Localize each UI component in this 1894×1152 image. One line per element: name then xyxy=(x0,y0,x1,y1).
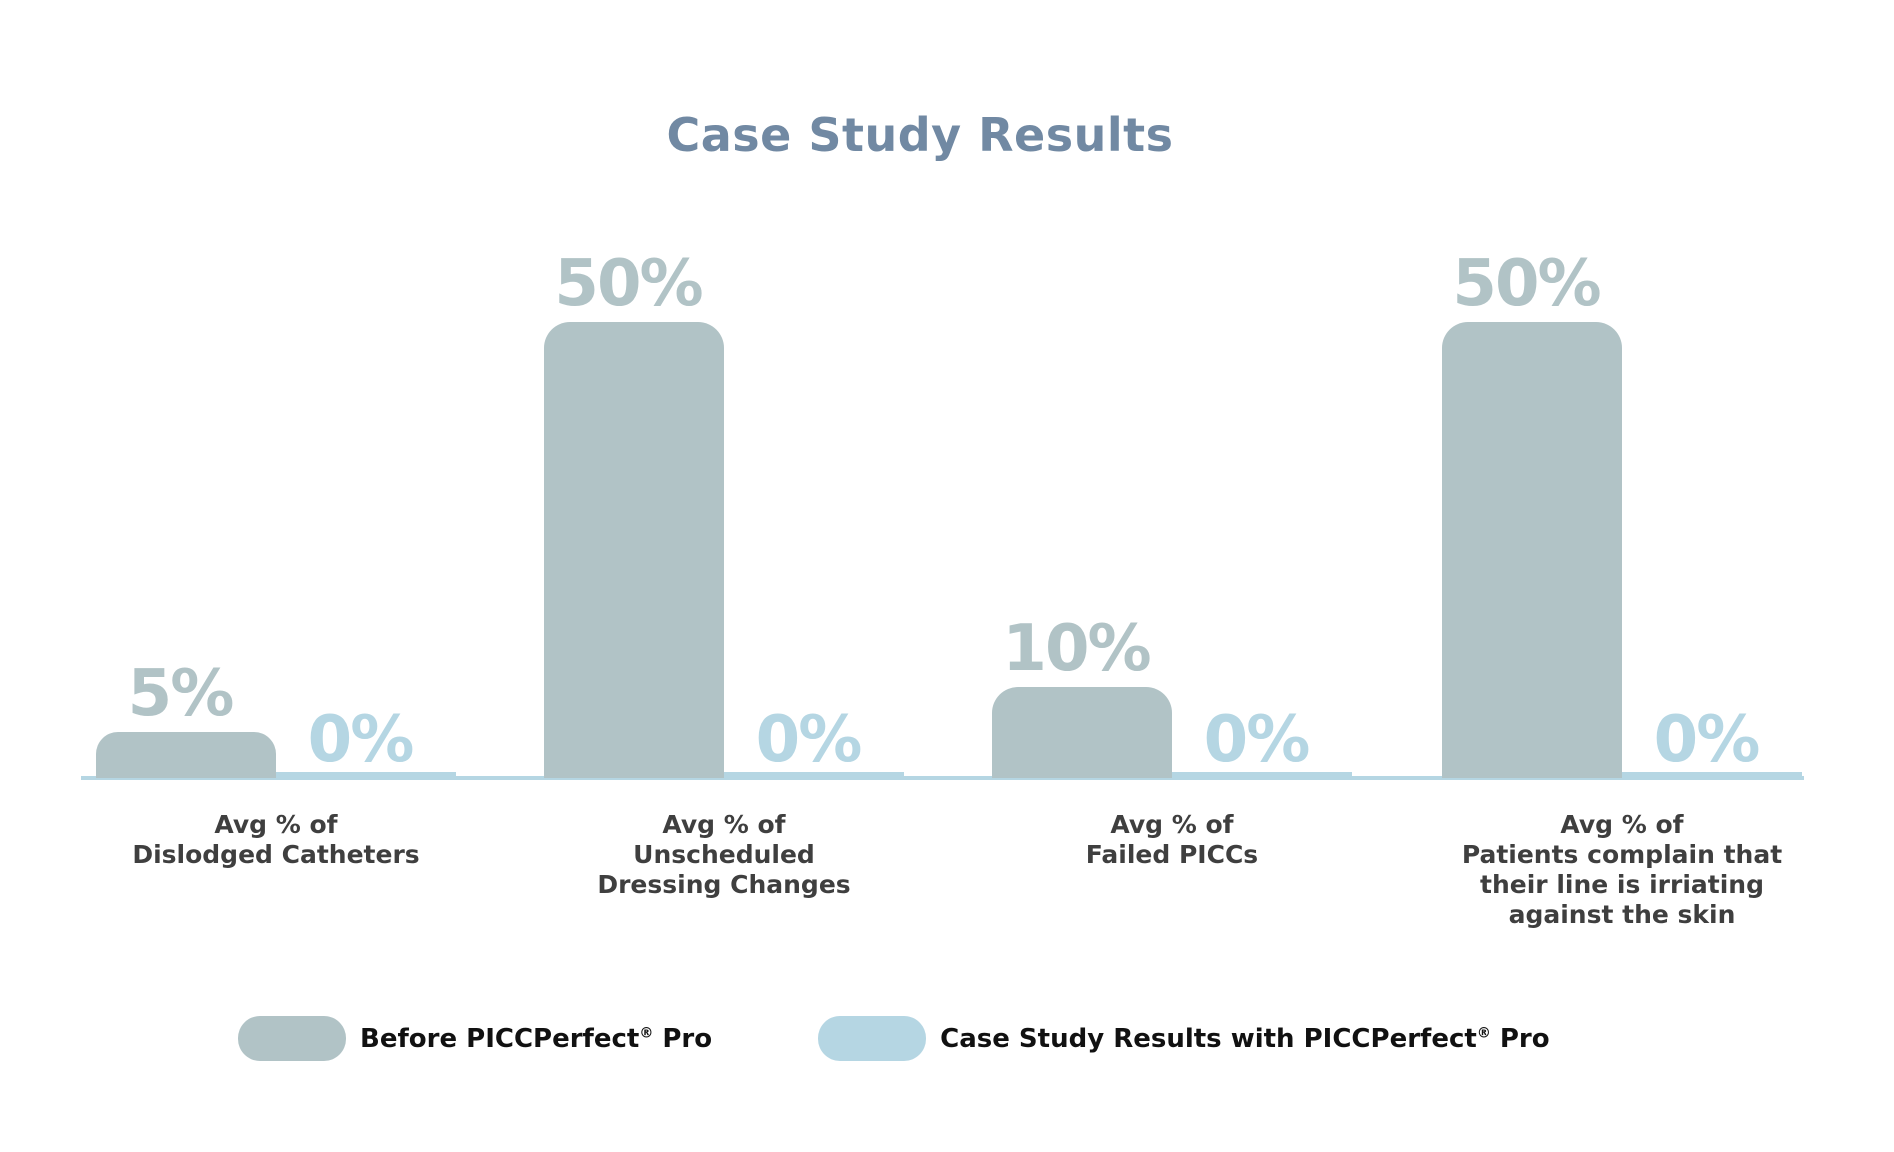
x-axis-line xyxy=(81,776,1804,780)
chart-title: Case Study Results xyxy=(666,108,1174,162)
legend-item-before: Before PICCPerfect® Pro xyxy=(238,1016,712,1061)
legend-label-before: Before PICCPerfect® Pro xyxy=(360,1023,713,1054)
category-label-line: Avg % of xyxy=(662,810,786,839)
category-label-line: against the skin xyxy=(1508,900,1736,929)
value-label-before: 50% xyxy=(1452,247,1601,321)
legend-item-after: Case Study Results with PICCPerfect® Pro xyxy=(818,1016,1550,1061)
category-label: Avg % of Failed PICCs xyxy=(962,810,1382,870)
category-label-line: Dressing Changes xyxy=(597,870,851,899)
category-label-line: Failed PICCs xyxy=(1085,840,1259,869)
category-label-line: Avg % of xyxy=(1560,810,1684,839)
legend: Before PICCPerfect® Pro Case Study Resul… xyxy=(238,1016,1656,1061)
category-label-line: their line is irriating xyxy=(1480,870,1764,899)
value-label-before: 5% xyxy=(127,657,235,732)
value-label-before: 50% xyxy=(554,247,703,321)
bar-after xyxy=(1622,772,1802,778)
bar-before xyxy=(992,686,1172,778)
category-label: Avg % of Patients complain that their line… xyxy=(1412,810,1832,930)
category-label-line: Patients complain that xyxy=(1461,840,1783,869)
value-label-after: 0% xyxy=(755,703,863,777)
category-label-line: Unscheduled xyxy=(633,840,815,869)
bar-after xyxy=(1172,772,1352,778)
legend-swatch-after xyxy=(818,1016,927,1061)
value-label-after: 0% xyxy=(307,703,415,777)
legend-swatch-before xyxy=(238,1016,346,1061)
legend-label-after: Case Study Results with PICCPerfect® Pro xyxy=(940,1023,1550,1054)
category-label-line: Avg % of xyxy=(214,810,338,839)
bar-before xyxy=(1442,322,1622,778)
category-label: Avg % of Dislodged Catheters xyxy=(66,810,486,870)
value-label-after: 0% xyxy=(1653,703,1761,777)
bar-after xyxy=(276,772,456,778)
category-label: Avg % of Unscheduled Dressing Changes xyxy=(514,810,934,900)
bar-after xyxy=(724,772,904,778)
bar-before xyxy=(544,322,724,778)
bar-before xyxy=(96,732,276,778)
category-label-line: Dislodged Catheters xyxy=(132,840,420,869)
value-label-before: 10% xyxy=(1002,611,1151,686)
value-label-after: 0% xyxy=(1203,703,1311,777)
category-label-line: Avg % of xyxy=(1110,810,1234,839)
